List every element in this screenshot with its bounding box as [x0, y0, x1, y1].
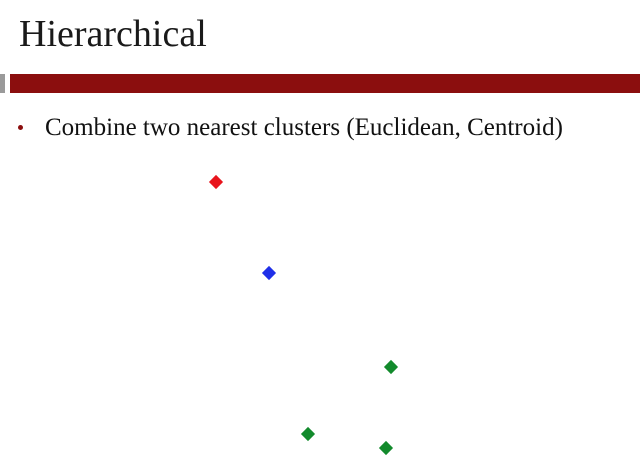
title-bar: [10, 74, 640, 93]
point-green-2: [300, 426, 316, 442]
point-green-1: [383, 359, 399, 375]
title-bar-marker: [0, 74, 5, 93]
point-blue: [261, 265, 277, 281]
slide-title: Hierarchical: [19, 13, 207, 55]
bullet-dot-icon: [18, 125, 23, 130]
bullet-item: Combine two nearest clusters (Euclidean,…: [18, 112, 640, 144]
bullet-text: Combine two nearest clusters (Euclidean,…: [45, 114, 563, 141]
point-green-3: [378, 440, 394, 456]
point-red: [208, 174, 224, 190]
